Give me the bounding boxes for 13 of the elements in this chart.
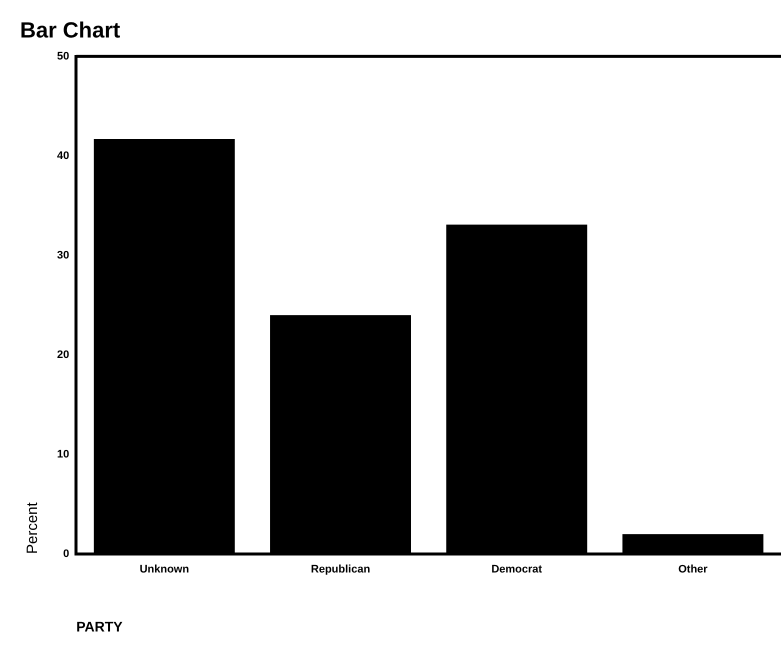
y-tick-label: 10: [56, 448, 70, 461]
x-tick-label: Democrat: [491, 564, 542, 576]
x-tick-label: Unknown: [140, 564, 190, 576]
chart-title: Bar Chart: [20, 17, 121, 42]
y-tick-label: 30: [56, 249, 70, 262]
y-tick-label: 50: [56, 50, 70, 62]
x-tick-label: Republican: [310, 564, 370, 576]
x-axis-title: PARTY: [76, 618, 124, 634]
y-tick-label: 20: [56, 348, 70, 361]
y-axis-title: Percent: [24, 501, 42, 554]
y-tick-label: 0: [63, 548, 70, 560]
y-tick-label: 40: [56, 150, 70, 162]
x-tick-label: Other: [678, 564, 708, 576]
